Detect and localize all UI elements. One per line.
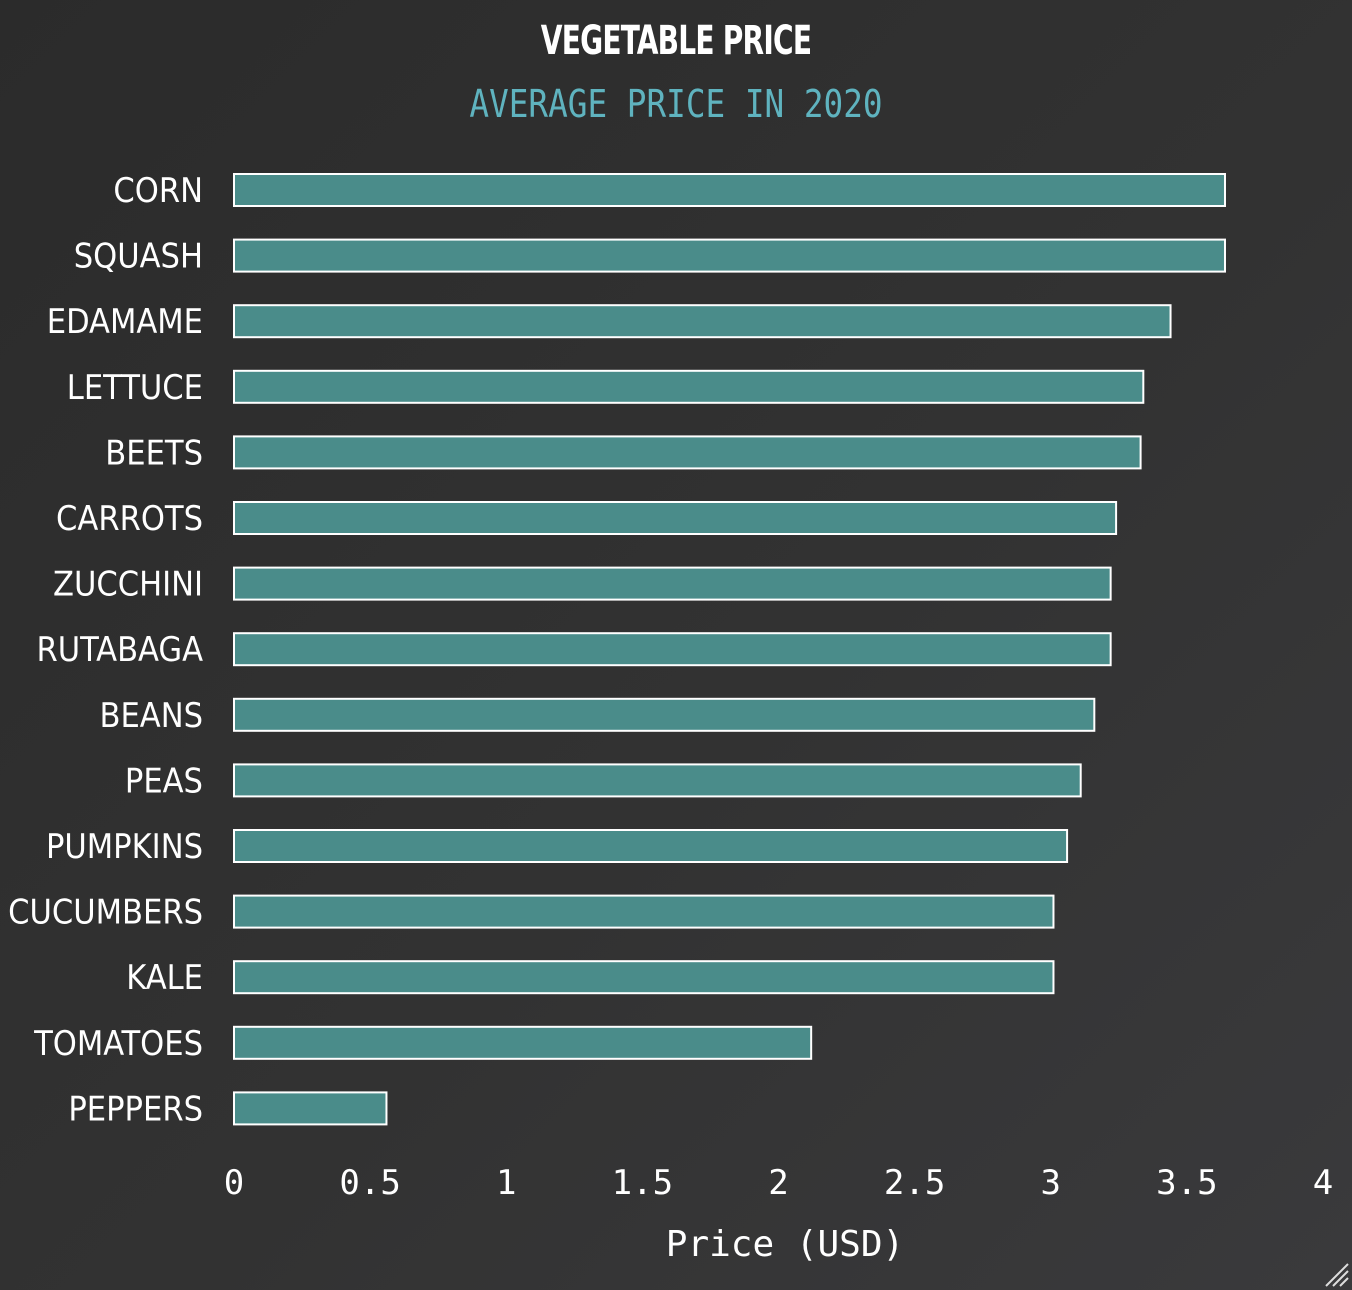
category-label-kale: KALE — [126, 958, 203, 998]
x-tick-label: 2 — [768, 1163, 788, 1203]
category-label-squash: SQUASH — [74, 237, 203, 277]
bar-kale — [233, 960, 1055, 995]
bar-cucumbers — [233, 894, 1055, 929]
bar-zucchini — [233, 566, 1112, 601]
chart-subtitle: AVERAGE PRICE IN 2020 — [469, 82, 883, 126]
bar-corn — [233, 173, 1226, 207]
category-label-peppers: PEPPERS — [68, 1089, 203, 1129]
category-label-corn: CORN — [113, 171, 203, 211]
bar-tomatoes — [233, 1025, 813, 1060]
bar-peppers — [233, 1091, 388, 1126]
category-label-peas: PEAS — [125, 761, 203, 801]
category-label-lettuce: LETTUCE — [67, 368, 203, 408]
bars-group — [233, 173, 1226, 1126]
bar-beets — [233, 435, 1142, 470]
bar-peas — [233, 763, 1082, 798]
x-tick-label: 1 — [496, 1163, 516, 1203]
x-tick-label: 3 — [1041, 1163, 1061, 1203]
x-tick-label: 4 — [1313, 1163, 1333, 1203]
category-label-rutabaga: RUTABAGA — [36, 630, 203, 670]
x-tick-label: 3.5 — [1156, 1163, 1217, 1203]
bar-edamame — [233, 304, 1172, 339]
bar-carrots — [233, 501, 1118, 535]
category-label-cucumbers: CUCUMBERS — [8, 893, 203, 933]
x-tick-labels: 0 0.5 1 1.5 2 2.5 3 3.5 4 — [224, 1163, 1333, 1203]
x-tick-label: 0 — [224, 1163, 244, 1203]
category-labels: CORN SQUASH EDAMAME LETTUCE BEETS CARROTS ZUCC… — [8, 171, 203, 1129]
bar-lettuce — [233, 369, 1145, 404]
x-axis-title: Price (USD) — [666, 1224, 904, 1265]
x-tick-label: 0.5 — [339, 1163, 400, 1203]
x-tick-label: 2.5 — [884, 1163, 945, 1203]
x-tick-label: 1.5 — [612, 1163, 673, 1203]
category-label-beans: BEANS — [99, 696, 203, 736]
bar-beans — [233, 697, 1096, 732]
category-label-pumpkins: PUMPKINS — [46, 827, 203, 867]
category-label-beets: BEETS — [105, 433, 203, 473]
category-label-zucchini: ZUCCHINI — [53, 565, 203, 605]
category-label-edamame: EDAMAME — [47, 302, 203, 342]
bar-squash — [233, 238, 1226, 273]
resize-grip-icon[interactable] — [1324, 1262, 1350, 1288]
bar-rutabaga — [233, 632, 1112, 667]
bar-pumpkins — [233, 829, 1069, 863]
chart-title: VEGETABLE PRICE — [540, 18, 812, 64]
category-label-tomatoes: TOMATOES — [33, 1024, 203, 1064]
category-label-carrots: CARROTS — [56, 499, 203, 539]
